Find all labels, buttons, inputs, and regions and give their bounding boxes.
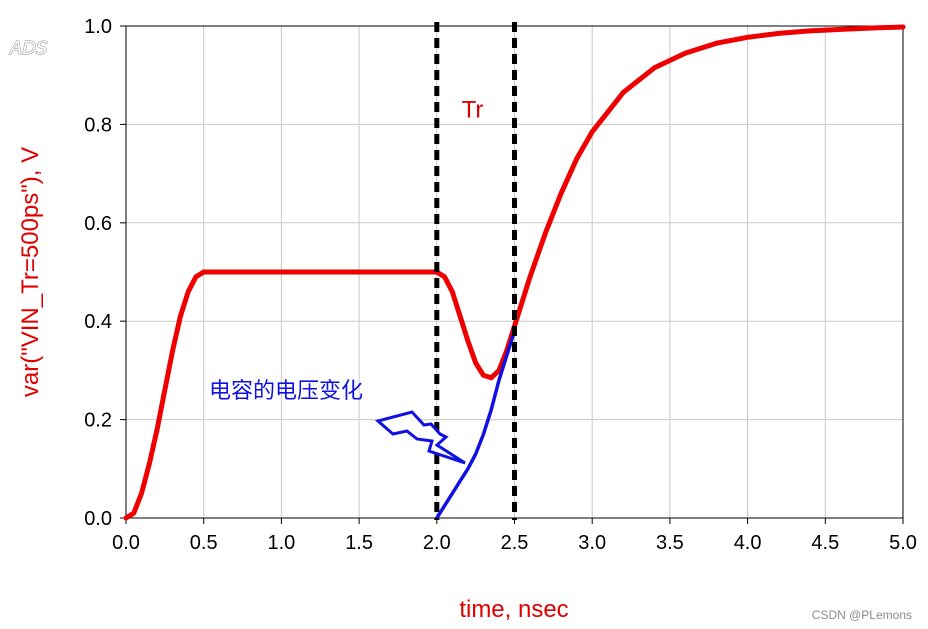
marker-lines [434,22,517,520]
x-axis: 0.0 0.5 1.0 1.5 2.0 2.5 3.0 3.5 4.0 4.5 5.0 [112,518,917,554]
app-logo: ADS [9,38,48,59]
x-tick-label: 4.0 [734,532,762,554]
series-line-capacitor-voltage [435,329,517,520]
watermark: CSDN @PLemons [812,608,912,622]
annotation-tr: Tr [462,97,484,124]
y-tick-label: 1.0 [84,16,112,38]
x-tick-label: 2.0 [423,532,451,554]
y-axis: 0.0 0.2 0.4 0.6 0.8 1.0 [84,16,126,530]
series-line-vin [123,24,906,521]
y-tick-label: 0.0 [84,508,112,530]
x-tick-label: 5.0 [889,532,917,554]
lightning-arrow-icon [374,410,466,465]
x-axis-label: time, nsec [459,596,568,623]
x-tick-label: 3.0 [578,532,606,554]
x-tick-label: 3.5 [656,532,684,554]
x-tick-label: 1.0 [267,532,295,554]
y-tick-label: 0.8 [84,114,112,136]
y-tick-label: 0.4 [84,311,112,333]
x-tick-label: 0.5 [190,532,218,554]
annotation-capacitor-voltage: 电容的电压变化 [209,379,363,404]
x-tick-label: 1.5 [345,532,373,554]
x-tick-label: 2.5 [501,532,529,554]
x-tick-label: 0.0 [112,532,140,554]
y-tick-label: 0.6 [84,213,112,235]
y-tick-label: 0.2 [84,410,112,432]
y-axis-label: var("VIN_Tr=500ps"), V [17,147,44,397]
series-group [123,24,906,521]
x-tick-label: 4.5 [811,532,839,554]
